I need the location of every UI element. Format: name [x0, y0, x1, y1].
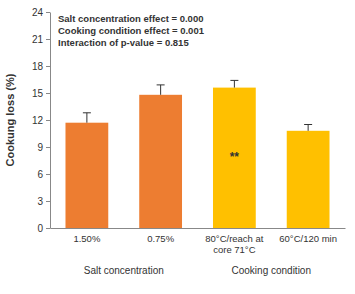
y-tick-label: 24	[32, 7, 44, 18]
note: Interaction of p-value = 0.815	[58, 37, 189, 48]
error-cap	[230, 80, 238, 81]
y-axis-line	[50, 13, 51, 229]
y-tick: 18	[32, 61, 50, 72]
y-tick-label: 21	[32, 34, 44, 45]
y-tick-label: 9	[37, 142, 43, 153]
y-tick-label: 6	[37, 169, 43, 180]
x-tick-label: 0.75%	[147, 233, 174, 244]
error-cap	[304, 124, 312, 125]
plot: ** 0 3 6 9 12 15 18 21 24 1.50% 0.75% 80°C/reach atc…	[32, 7, 346, 276]
y-axis-title: Cookung loss (%)	[4, 73, 16, 166]
y-tick-mark	[46, 228, 50, 229]
y-tick-mark	[46, 120, 50, 121]
error-stem	[234, 80, 235, 87]
y-tick: 15	[32, 88, 50, 99]
error-bar	[304, 125, 312, 131]
bar	[65, 123, 108, 228]
y-tick-mark	[46, 66, 50, 67]
y-axis: 0 3 6 9 12 15 18 21 24	[32, 7, 51, 234]
y-tick: 0	[37, 223, 50, 234]
y-tick: 24	[32, 7, 50, 18]
error-stem	[86, 113, 87, 123]
y-tick-label: 3	[37, 196, 43, 207]
y-tick-mark	[46, 12, 50, 13]
y-tick: 12	[32, 115, 50, 126]
y-tick-mark	[46, 147, 50, 148]
significance-label: **	[230, 150, 240, 164]
error-cap	[83, 112, 91, 113]
y-tick-label: 0	[37, 223, 43, 234]
x-tick-label: 60°C/120 min	[279, 233, 337, 244]
x-tick-label: 1.50%	[73, 233, 100, 244]
y-tick-mark	[46, 201, 50, 202]
x-tick-label: 80°C/reach atcore 71°C	[205, 233, 264, 255]
bar	[287, 131, 330, 228]
error-bar	[230, 80, 238, 87]
y-tick-mark	[46, 174, 50, 175]
error-bar	[83, 113, 91, 123]
y-tick-label: 18	[32, 61, 44, 72]
y-tick-mark	[46, 93, 50, 94]
chart: ** 0 3 6 9 12 15 18 21 24 1.50% 0.75% 80°C/reach atc…	[0, 0, 355, 294]
y-tick: 6	[37, 169, 50, 180]
y-tick-label: 15	[32, 88, 44, 99]
y-tick: 3	[37, 196, 50, 207]
error-stem	[160, 85, 161, 95]
y-tick: 21	[32, 34, 50, 45]
y-tick-label: 12	[32, 115, 44, 126]
y-tick-mark	[46, 39, 50, 40]
bar	[139, 95, 182, 228]
bars	[65, 80, 329, 228]
y-tick: 9	[37, 142, 50, 153]
note: Cooking condition effect = 0.001	[58, 25, 205, 36]
error-stem	[308, 125, 309, 131]
error-cap	[157, 84, 165, 85]
group-label: Cooking condition	[232, 265, 312, 276]
note: Salt concentration effect = 0.000	[58, 13, 203, 24]
x-axis-line	[51, 228, 346, 229]
bar	[213, 88, 256, 228]
group-label: Salt concentration	[84, 265, 164, 276]
error-bar	[157, 85, 165, 95]
x-axis	[51, 228, 346, 230]
